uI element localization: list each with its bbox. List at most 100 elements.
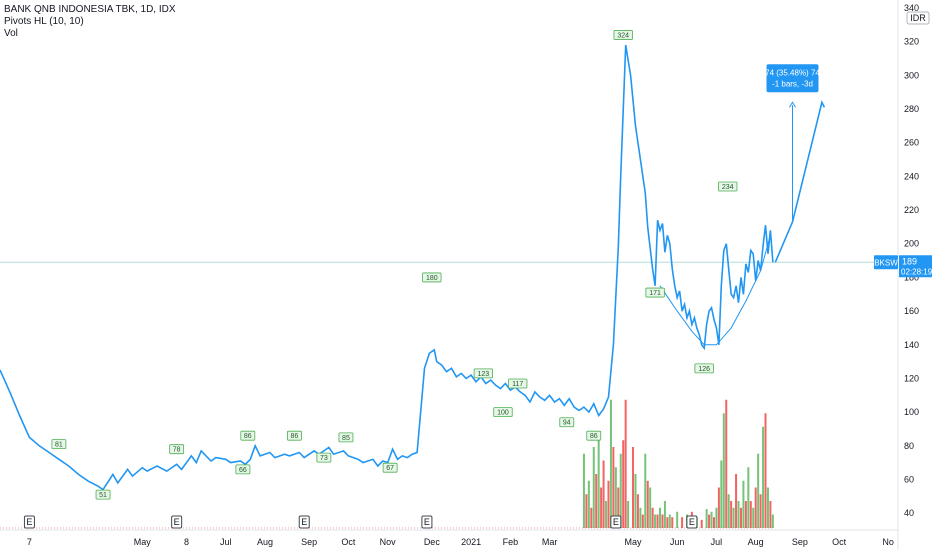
volume-bar	[641, 514, 644, 528]
pivot-label: 100	[497, 410, 509, 417]
pivot-box	[508, 378, 528, 389]
price-tick-label: 280	[904, 104, 919, 114]
rounding-bottom-arc	[659, 235, 771, 346]
time-tick-label: Jul	[220, 537, 232, 547]
volume-bar	[710, 511, 713, 528]
price-tick-label: 200	[904, 239, 919, 249]
volume-bar	[676, 511, 679, 528]
volume-bar	[636, 494, 639, 528]
volume-bar	[671, 517, 674, 528]
volume-bar	[654, 514, 657, 528]
pivot-label: 234	[722, 184, 734, 191]
ticker-tag-bg	[874, 255, 898, 270]
earnings-icon: E	[424, 517, 430, 527]
price-tick-label: 340	[904, 3, 919, 13]
time-axis[interactable]: 7 May 8 Jul Aug Sep Oct Nov Dec 2021 Feb Mar May Jun J…	[0, 529, 898, 547]
pivot-box	[559, 417, 575, 428]
price-tick-label: 100	[904, 407, 919, 417]
earnings-box	[23, 515, 35, 529]
price-tick-label: 80	[904, 441, 914, 451]
volume-bar	[646, 480, 649, 528]
price-tick-label: 60	[904, 474, 914, 484]
time-tick-label: Sep	[301, 537, 317, 547]
pivot-box	[287, 430, 302, 441]
time-tick-label: Oct	[341, 537, 356, 547]
pivot-box	[316, 452, 332, 463]
volume-bar	[764, 413, 767, 528]
volume-bar	[609, 399, 612, 528]
currency-box	[906, 11, 930, 25]
pivot-box	[473, 368, 493, 379]
time-tick-label: Mar	[542, 537, 558, 547]
price-tick-label: 180	[904, 272, 919, 282]
pivot-label: 126	[698, 366, 710, 373]
pivot-box	[645, 287, 665, 298]
volume-bar	[668, 514, 671, 528]
pivot-label: 73	[320, 455, 328, 462]
earnings-box	[421, 515, 433, 529]
volume-bar	[627, 501, 630, 528]
time-tick-label: Jun	[670, 537, 685, 547]
projection-line	[774, 99, 826, 263]
earnings-icon: E	[613, 517, 619, 527]
pivot-label: 117	[512, 381, 523, 388]
price-tag-countdown: 02:28:19	[901, 267, 932, 276]
earnings-box	[298, 515, 310, 529]
volume-bar	[700, 519, 703, 528]
pivot-box	[586, 430, 602, 441]
earnings-box	[610, 515, 622, 529]
pivot-label: 94	[563, 420, 571, 427]
earnings-box	[686, 515, 698, 529]
volume-bar	[752, 507, 755, 528]
volume-bar	[592, 447, 595, 528]
time-tick-label: Jul	[711, 537, 723, 547]
price-tick-label: 120	[904, 373, 919, 383]
volume-bar	[666, 517, 669, 528]
projection-measure: 74 (35.48%) 74 -1 bars, -3d	[765, 64, 820, 222]
pivots-indicator-label[interactable]: Pivots HL (10, 10)	[4, 16, 84, 27]
pivot-box	[95, 489, 111, 500]
volume-bar	[715, 507, 718, 528]
volume-bar	[617, 487, 620, 528]
volume-bar	[712, 517, 715, 528]
volume-bar	[582, 453, 585, 528]
volume-bar	[585, 494, 588, 528]
volume-bar	[708, 514, 711, 528]
volume-bar	[595, 474, 598, 528]
volume-bar	[742, 480, 745, 528]
projection-label-line1: 74 (35.48%) 74	[765, 68, 820, 77]
pivot-label: 86	[291, 433, 299, 440]
volume-bar	[730, 501, 733, 528]
volume-bar	[769, 501, 772, 528]
price-axis[interactable]: 40 60 80 100 120 140 160 180 200 220 240 260 280 300 3…	[897, 0, 930, 550]
volume-bar	[771, 514, 774, 528]
earnings-box	[171, 515, 183, 529]
volume-bar	[757, 453, 760, 528]
pivot-box	[235, 464, 251, 475]
volume-bar	[717, 487, 720, 528]
price-tick-label: 300	[904, 70, 919, 80]
pivot-box	[718, 181, 738, 192]
time-tick-label: Oct	[832, 537, 847, 547]
volume-bar	[661, 514, 664, 528]
volume-bar	[590, 507, 593, 528]
time-tick-label: Nov	[380, 537, 397, 547]
pivot-box	[51, 439, 67, 450]
volume-bar	[754, 487, 757, 528]
volume-bar	[632, 447, 635, 528]
price-tick-label: 40	[904, 508, 914, 518]
volume-bar	[659, 507, 662, 528]
pivot-label: 180	[426, 275, 438, 282]
volume-bar	[737, 501, 740, 528]
volume-bar	[612, 447, 615, 528]
symbol-title[interactable]: BANK QNB INDONESIA TBK, 1D, IDX	[4, 4, 176, 15]
pivot-label: 86	[244, 433, 252, 440]
time-tick-label: Feb	[503, 537, 519, 547]
earnings-icon: E	[689, 517, 695, 527]
volume-indicator-label[interactable]: Vol	[4, 28, 18, 39]
time-tick-label: May	[625, 537, 643, 547]
projection-label-box	[766, 64, 819, 93]
volume-bar	[587, 480, 590, 528]
volume-bar	[749, 501, 752, 528]
